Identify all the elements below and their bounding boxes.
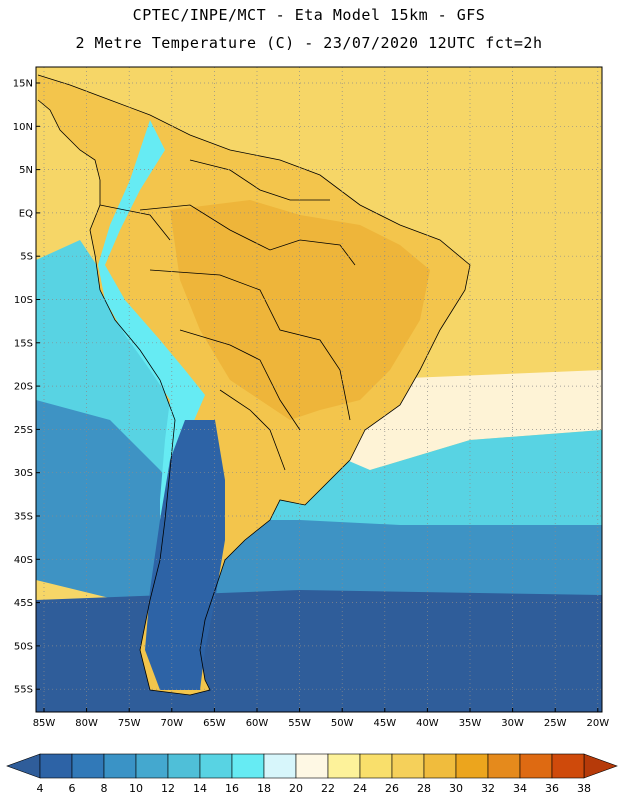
colorbar-label: 16 (225, 782, 239, 795)
colorbar-bin (391, 753, 425, 779)
colorbar-label: 30 (449, 782, 463, 795)
lat-label-5N: 5N (19, 165, 33, 176)
colorbar-bin (423, 753, 457, 779)
lat-label-50S: 50S (14, 641, 33, 652)
colorbar-bin (135, 753, 169, 779)
lat-label-40S: 40S (14, 555, 33, 566)
lat-label-10S: 10S (14, 295, 33, 306)
interior-hot-region (170, 200, 430, 420)
lon-label-80W: 80W (75, 718, 98, 729)
lon-label-75W: 75W (118, 718, 141, 729)
colorbar-label: 38 (577, 782, 591, 795)
longitude-axis: 85W 80W 75W 70W 65W 60W 55W 50W 45W 40W 35W 30W 25W 2… (33, 708, 609, 729)
colorbar-label: 6 (69, 782, 76, 795)
latitude-axis: 15N 10N 5N EQ 5S 10S 15S 20S 25S 30S 35S 40S 45S 50S 5… (13, 79, 40, 696)
colorbar-bin (455, 753, 489, 779)
colorbar-bin (551, 753, 585, 779)
colorbar-bin (295, 753, 329, 779)
lat-label-10N: 10N (13, 122, 33, 133)
colorbar-label: 10 (129, 782, 143, 795)
colorbar-label: 8 (101, 782, 108, 795)
colorbar-label: 18 (257, 782, 271, 795)
colorbar-low-arrow (6, 753, 41, 779)
lat-label-35S: 35S (14, 512, 33, 523)
colorbar-label: 24 (353, 782, 367, 795)
colorbar-bin (519, 753, 553, 779)
lat-label-25S: 25S (14, 425, 33, 436)
lon-label-20W: 20W (586, 718, 609, 729)
colorbar-label: 36 (545, 782, 559, 795)
lon-label-60W: 60W (246, 718, 269, 729)
map-frame (35, 66, 603, 713)
lon-label-45W: 45W (373, 718, 396, 729)
colorbar-label: 22 (321, 782, 335, 795)
lon-label-70W: 70W (160, 718, 183, 729)
lon-label-85W: 85W (33, 718, 56, 729)
colorbar-bin (199, 753, 233, 779)
map-field (36, 67, 602, 712)
lon-label-50W: 50W (331, 718, 354, 729)
colorbar-label: 20 (289, 782, 303, 795)
colorbar-label: 26 (385, 782, 399, 795)
lat-label-30S: 30S (14, 468, 33, 479)
colorbar-bin (39, 753, 73, 779)
lon-label-40W: 40W (416, 718, 439, 729)
map-title-line2: 2 Metre Temperature (C) - 23/07/2020 12U… (75, 34, 543, 52)
lon-label-25W: 25W (544, 718, 567, 729)
colorbar-label: 4 (37, 782, 44, 795)
colorbar-bin (327, 753, 361, 779)
lat-label-15N: 15N (13, 79, 33, 90)
patagonia-cold-region (145, 420, 225, 690)
colorbar-label: 14 (193, 782, 207, 795)
colorbar-bin (71, 753, 105, 779)
colorbar-bin (263, 753, 297, 779)
map-title-line1: CPTEC/INPE/MCT - Eta Model 15km - GFS (132, 6, 486, 24)
colorbar-label: 32 (481, 782, 495, 795)
lon-label-55W: 55W (288, 718, 311, 729)
colorbar-high-arrow (583, 753, 618, 779)
lat-label-45S: 45S (14, 598, 33, 609)
colorbar-label: 28 (417, 782, 431, 795)
colorbar-bin (359, 753, 393, 779)
lat-label-EQ: EQ (19, 208, 33, 219)
lat-label-15S: 15S (14, 338, 33, 349)
lat-label-55S: 55S (14, 685, 33, 696)
lon-label-65W: 65W (203, 718, 226, 729)
colorbar-bin (167, 753, 201, 779)
colorbar-label: 34 (513, 782, 527, 795)
lon-label-30W: 30W (501, 718, 524, 729)
political-borders (37, 74, 471, 696)
lat-label-5S: 5S (20, 252, 33, 263)
colorbar-bin (231, 753, 265, 779)
colorbar-bin (487, 753, 521, 779)
color-scale-bar: 4 6 8 10 12 14 16 18 20 22 24 26 28 30 32 34 36 38 (6, 753, 618, 795)
lat-label-20S: 20S (14, 382, 33, 393)
colorbar-bin (103, 753, 137, 779)
ocean-south-field (36, 590, 602, 712)
lon-label-35W: 35W (459, 718, 482, 729)
colorbar-label: 12 (161, 782, 175, 795)
